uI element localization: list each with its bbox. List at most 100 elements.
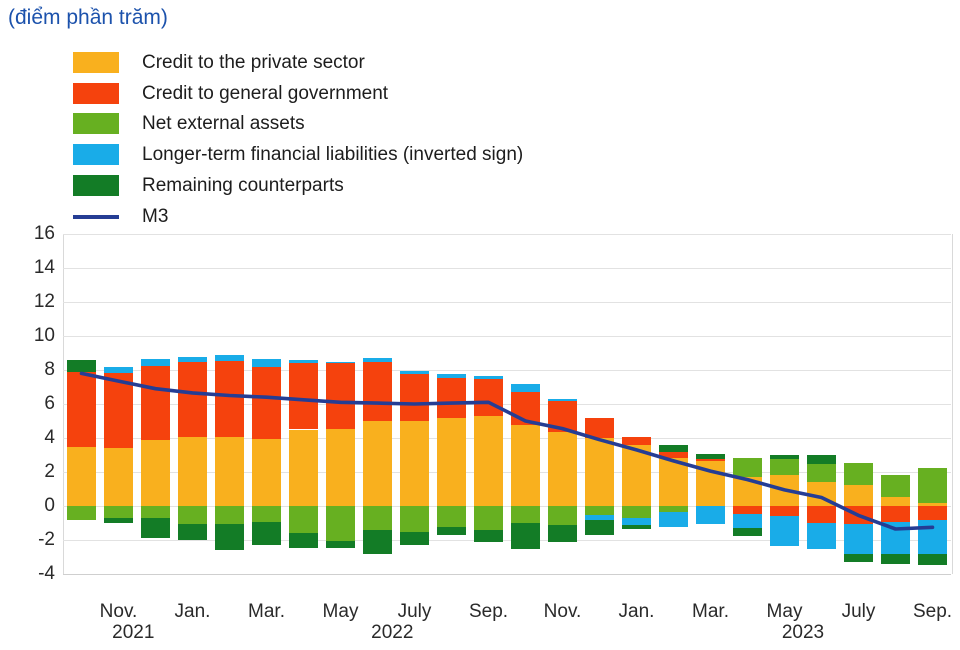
bar-segment (918, 506, 947, 520)
bar-segment (511, 425, 540, 506)
bar-segment (881, 553, 910, 564)
x-tick-label: Nov. (543, 601, 582, 622)
bar-segment (141, 506, 170, 518)
m3-line (79, 371, 935, 531)
bar-segment (918, 503, 947, 506)
bar-segment (918, 554, 947, 565)
x-tick-label: Sep. (912, 601, 953, 622)
bar-segment (141, 365, 170, 440)
bar-segment (844, 484, 873, 506)
bar-segment (474, 415, 503, 506)
bar-segment (622, 506, 651, 518)
bar-segment (696, 506, 725, 524)
bar-segment (659, 458, 688, 506)
y-tick-label: 16 (33, 223, 55, 244)
grid-line (63, 438, 951, 439)
legend-label: Remaining counterparts (142, 174, 344, 196)
bar-segment (474, 506, 503, 530)
bar-segment (363, 421, 392, 506)
bar-segment (622, 524, 651, 529)
bar-segment (548, 506, 577, 525)
bar-segment (733, 513, 762, 529)
plot-area (63, 234, 953, 575)
bar-segment (659, 444, 688, 452)
bar-segment (622, 437, 651, 445)
bar-segment (659, 451, 688, 459)
y-tick-label: -4 (38, 563, 55, 584)
grid-line (63, 574, 951, 575)
bar-segment (400, 374, 429, 421)
bar-segment (67, 359, 96, 372)
grid-line (63, 302, 951, 303)
bar-segment (178, 437, 207, 506)
bar-segment (844, 462, 873, 485)
bar-segment (622, 517, 651, 525)
x-tick-label: Mar. (248, 601, 285, 622)
bar-segment (770, 516, 799, 546)
legend-label: M3 (142, 205, 169, 227)
x-tick-label: Mar. (692, 601, 729, 622)
bar-segment (215, 437, 244, 506)
bar-segment (104, 366, 133, 373)
bar-segment (215, 360, 244, 438)
bar-segment (252, 366, 281, 439)
x-year-label: 2021 (112, 622, 155, 643)
bar-segment (215, 354, 244, 361)
x-tick-label: Jan. (618, 601, 655, 622)
bar-segment (178, 506, 207, 524)
bar-segment (844, 523, 873, 555)
bar-segment (141, 439, 170, 506)
x-tick-label: Sep. (468, 601, 509, 622)
bar-segment (252, 438, 281, 506)
bar-segment (289, 363, 318, 430)
bar-segment (363, 358, 392, 363)
bar-segment (252, 522, 281, 546)
bar-segment (511, 384, 540, 393)
bar-segment (289, 506, 318, 534)
bar-segment (437, 417, 466, 506)
x-tick-label: Jan. (174, 601, 211, 622)
y-tick-label: 0 (44, 495, 55, 516)
bar-segment (363, 362, 392, 421)
bar-segment (881, 496, 910, 506)
x-tick-label: Nov. (99, 601, 138, 622)
legend-swatch (73, 82, 119, 104)
bar-segment (326, 363, 355, 429)
bar-segment (807, 506, 836, 523)
bar-segment (918, 519, 947, 555)
bar-segment (326, 506, 355, 541)
grid-line (63, 370, 951, 371)
grid-line (63, 268, 951, 269)
bar-segment (733, 528, 762, 536)
x-year-label: 2023 (781, 622, 825, 643)
bar-segment (770, 455, 799, 460)
bar-segment (252, 506, 281, 523)
x-tick-label: July (841, 601, 876, 622)
bar-segment (400, 532, 429, 546)
bar-segment (659, 506, 688, 512)
grid-line (63, 404, 951, 405)
y-tick-label: 12 (33, 291, 55, 312)
bar-segment (178, 357, 207, 363)
bar-segment (585, 514, 614, 521)
bar-segment (733, 457, 762, 478)
legend-label: Longer-term financial liabilities (inver… (142, 144, 524, 166)
grid-line (63, 234, 951, 235)
bar-segment (474, 529, 503, 542)
bar-segment (474, 375, 503, 380)
bar-segment (326, 540, 355, 548)
bar-segment (141, 358, 170, 366)
bar-segment (437, 377, 466, 418)
bar-segment (622, 444, 651, 506)
bar-segment (326, 362, 355, 364)
bar-segment (585, 418, 614, 438)
bar-segment (548, 524, 577, 542)
bar-segment (881, 506, 910, 523)
x-tick-label: May (766, 601, 803, 622)
bar-segment (733, 506, 762, 514)
x-year-label: 2022 (371, 622, 414, 643)
bar-segment (696, 459, 725, 461)
legend-swatch (73, 144, 119, 166)
legend-line-swatch (73, 214, 119, 219)
